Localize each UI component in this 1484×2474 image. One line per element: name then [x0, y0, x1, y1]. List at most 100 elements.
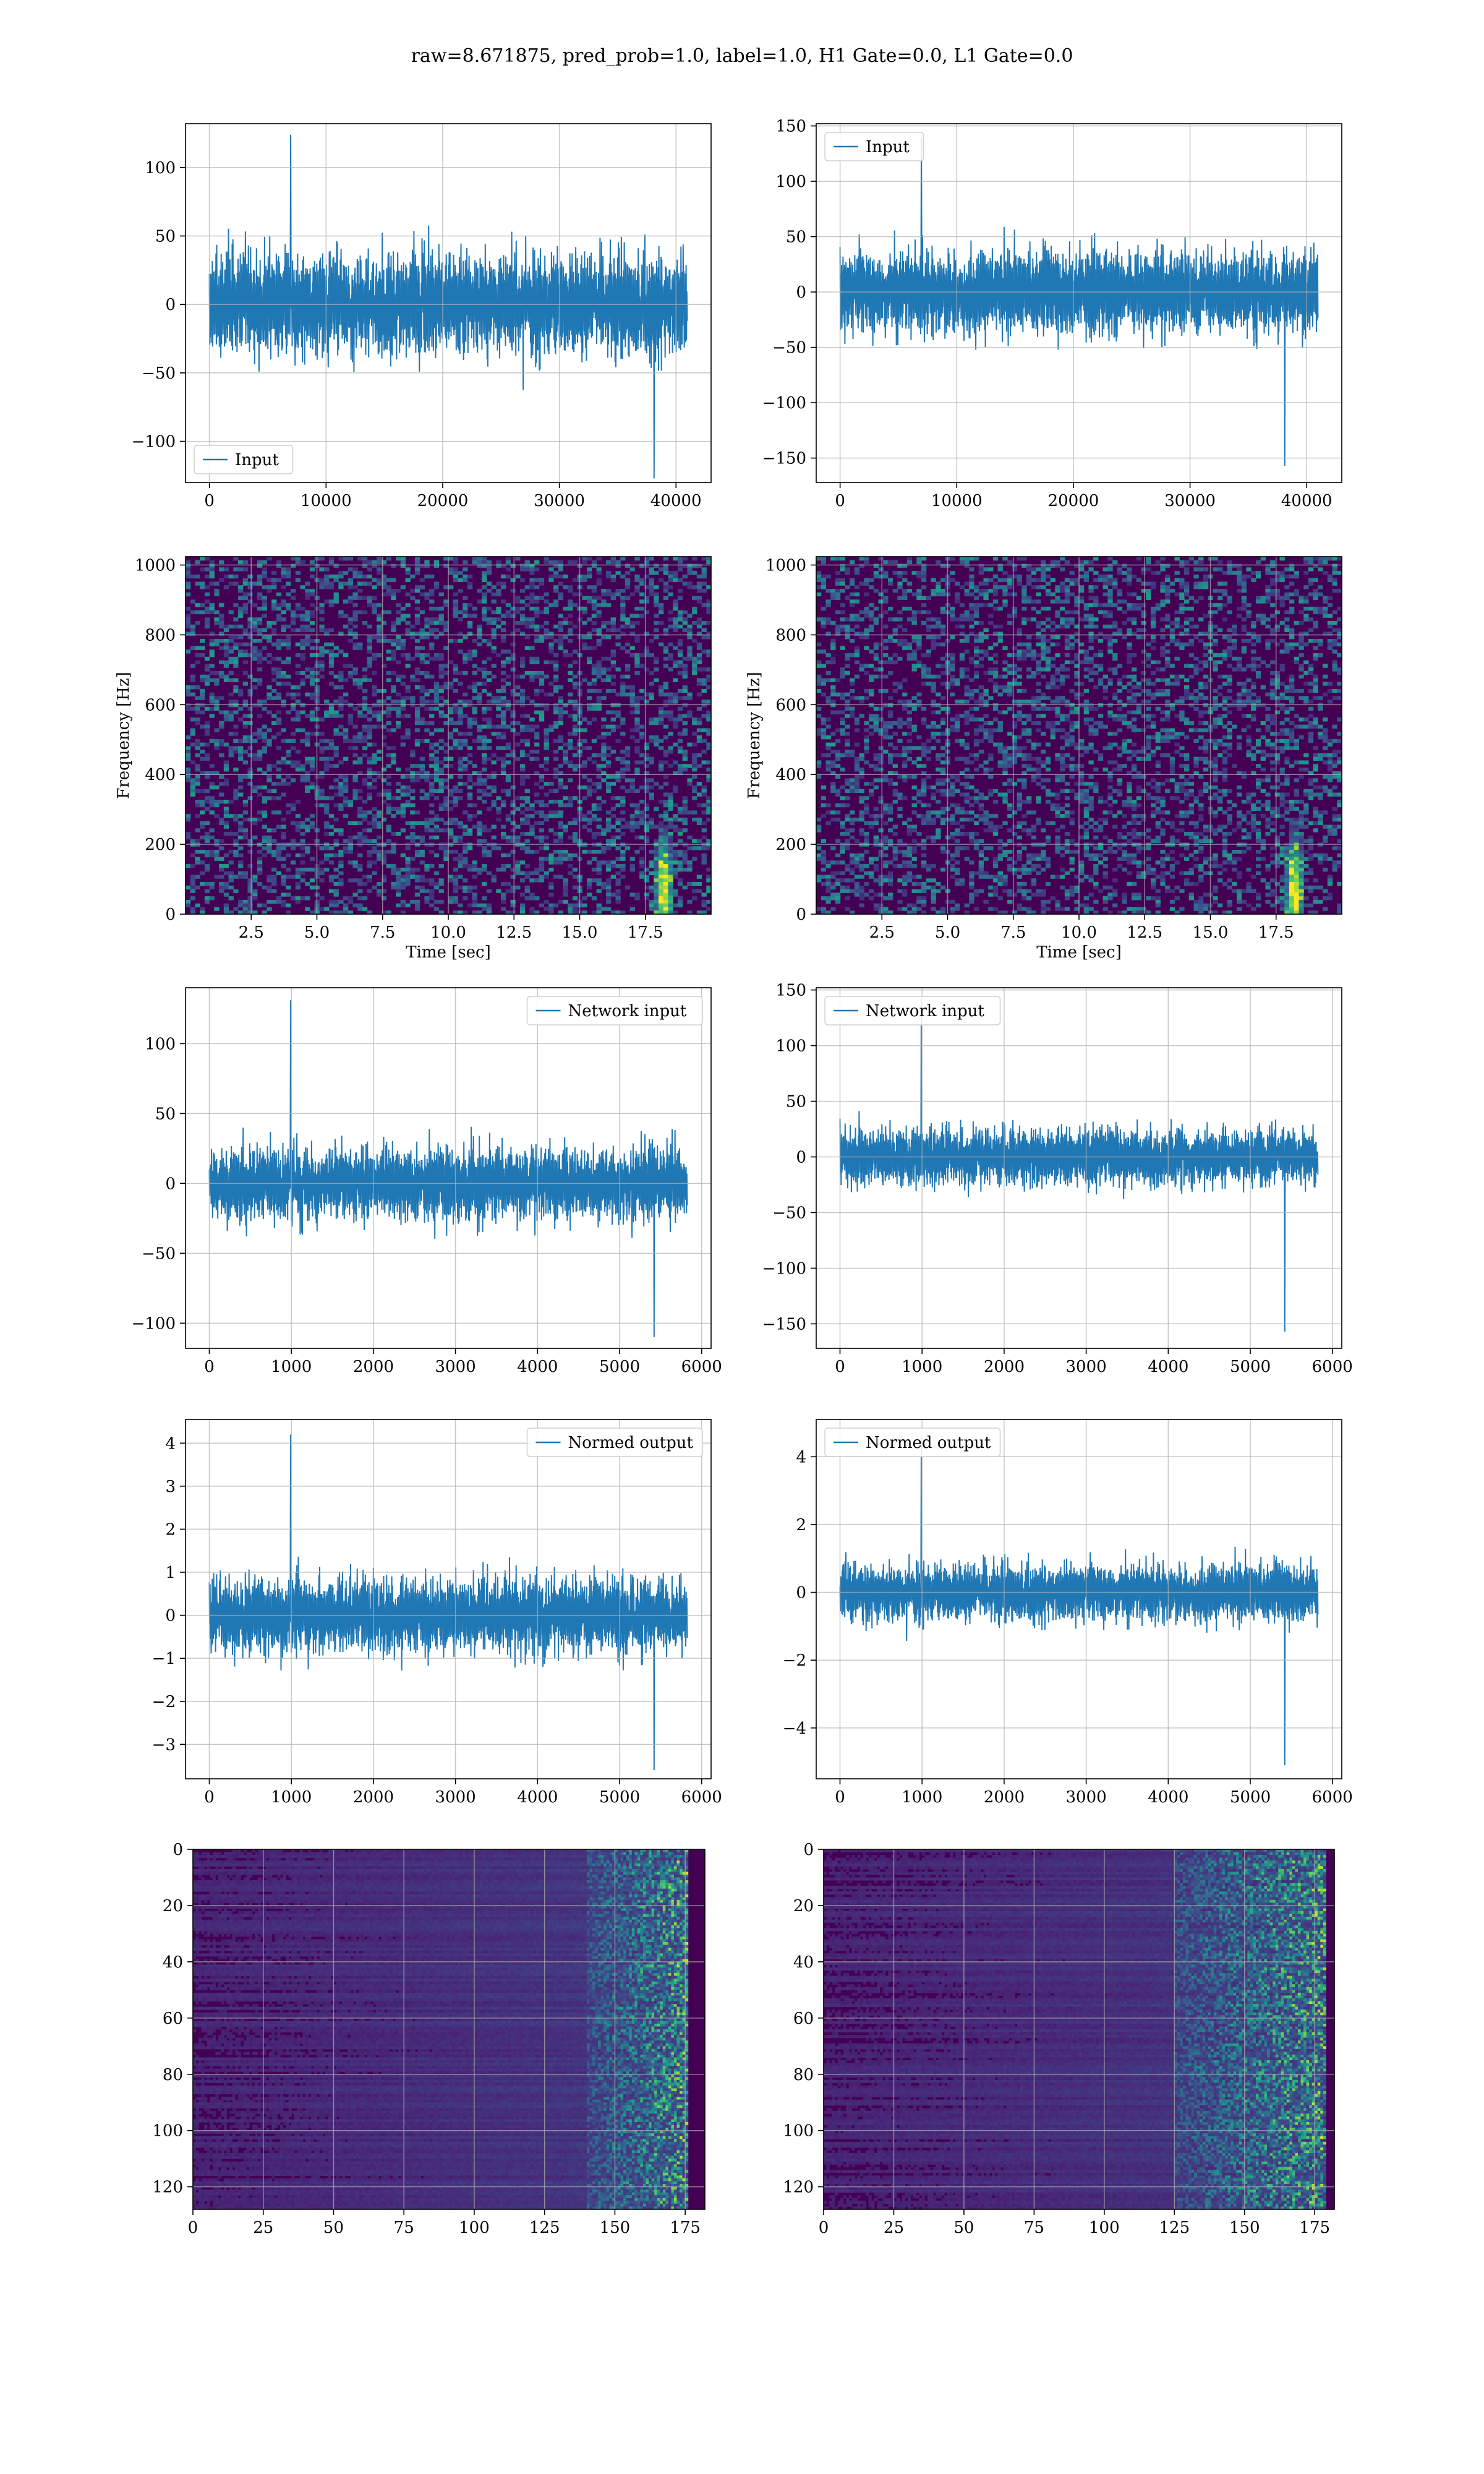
x-tick-label: 6000 [681, 1358, 722, 1376]
axes-frame [816, 1419, 1342, 1779]
y-tick-label: −3 [152, 1736, 176, 1754]
legend: Normed output [526, 1427, 703, 1457]
y-tick-label: 0 [796, 905, 806, 924]
x-tick-label: 10.0 [1061, 923, 1097, 942]
x-tick-label: 2000 [353, 1788, 394, 1807]
legend-label: Network input [568, 1002, 687, 1021]
x-tick-label: 100 [459, 2219, 490, 2237]
x-tick-label: 4000 [517, 1358, 558, 1376]
x-tick-label: 10000 [301, 492, 352, 510]
x-tick-label: 2.5 [239, 923, 264, 942]
x-tick-label: 6000 [681, 1788, 722, 1807]
legend-box [824, 996, 1001, 1025]
x-tick-label: 12.5 [1127, 923, 1162, 942]
x-tick-label: 3000 [435, 1358, 476, 1376]
x-axis-label: Time [sec] [1036, 943, 1122, 962]
x-tick-label: 3000 [435, 1788, 476, 1807]
y-tick-label: 1 [165, 1564, 176, 1582]
x-tick-label: 40000 [1281, 492, 1333, 510]
x-tick-label: 25 [253, 2219, 273, 2237]
y-tick-label: 50 [155, 228, 176, 246]
y-tick-label: 100 [152, 2122, 183, 2141]
chart-activation-h1: 0 25 50 75 100 125 150 175 0 20 40 60 80 100 120 [152, 1841, 706, 2237]
x-tick-label: 20000 [1048, 492, 1099, 510]
chart-network-input-l1: 0 1000 2000 3000 4000 5000 6000 −150 −100 −50 0 50 1… [762, 982, 1353, 1376]
y-tick-label: 100 [783, 2122, 814, 2141]
y-tick-label: 0 [796, 283, 806, 302]
x-axis-label: Time [sec] [406, 943, 491, 962]
y-tick-label: 4 [796, 1448, 806, 1466]
y-tick-label: 100 [145, 159, 176, 178]
x-tick-label: 0 [204, 1788, 215, 1807]
x-tick-label: 5000 [1230, 1358, 1271, 1376]
y-tick-label: 200 [775, 836, 806, 854]
x-tick-label: 15.0 [1193, 923, 1229, 942]
x-tick-label: 1000 [902, 1788, 942, 1807]
axes-frame [185, 987, 712, 1349]
grid [186, 1419, 711, 1779]
series-network-input-h1 [208, 1000, 688, 1337]
y-tick-label: 1000 [765, 557, 806, 575]
data-line [208, 1434, 688, 1771]
legend-label: Normed output [568, 1434, 694, 1452]
x-tick-label: 0 [204, 492, 215, 510]
x-tick-label: 75 [1024, 2219, 1044, 2237]
x-tick-label: 15.0 [562, 923, 598, 942]
y-tick-label: 40 [793, 1953, 814, 1972]
x-tick-label: 0 [819, 2219, 829, 2237]
y-tick-label: 600 [775, 696, 806, 714]
x-tick-label: 0 [204, 1358, 215, 1376]
y-tick-label: −2 [783, 1651, 806, 1670]
chart-spectrogram-h1: 2.5 5.0 7.5 10.0 12.5 15.0 17.5 0 200 400 600 800 10… [114, 556, 712, 962]
series-normed-output-h1 [208, 1434, 688, 1771]
axes-frame [185, 1419, 712, 1779]
x-tick-label: 1000 [271, 1358, 312, 1376]
x-tick-label: 4000 [1148, 1358, 1188, 1376]
x-tick-label: 3000 [1066, 1358, 1107, 1376]
legend-label: Input [866, 138, 910, 156]
y-tick-label: 0 [165, 1175, 176, 1193]
chart-network-input-h1: 0 1000 2000 3000 4000 5000 6000 −100 −50 0 50 100 Ne… [132, 987, 722, 1376]
grid [816, 557, 1342, 915]
y-tick-label: 400 [775, 766, 806, 784]
x-tick-label: 5000 [599, 1788, 640, 1807]
y-tick-label: 0 [165, 1607, 176, 1625]
x-tick-label: 4000 [1148, 1788, 1188, 1807]
y-tick-label: −1 [152, 1650, 176, 1668]
x-tick-label: 17.5 [1258, 923, 1294, 942]
y-tick-label: 2 [796, 1516, 806, 1534]
y-tick-label: 20 [163, 1897, 183, 1915]
y-tick-label: 0 [165, 296, 176, 314]
grid [816, 124, 1342, 482]
y-tick-label: −100 [132, 433, 176, 452]
x-tick-label: 17.5 [628, 923, 663, 942]
x-tick-label: 7.5 [370, 923, 395, 942]
axes-frame [816, 987, 1342, 1349]
x-tick-label: 6000 [1312, 1358, 1353, 1376]
y-tick-label: 60 [793, 2010, 814, 2028]
x-tick-label: 100 [1089, 2219, 1120, 2237]
figure-title: raw=8.671875, pred_prob=1.0, label=1.0, … [411, 45, 1073, 67]
y-tick-label: 150 [775, 118, 806, 136]
y-tick-label: −100 [762, 1259, 806, 1278]
grid [186, 124, 711, 482]
y-tick-label: 3 [165, 1478, 176, 1496]
x-tick-label: 20000 [417, 492, 469, 510]
x-tick-label: 10.0 [430, 923, 466, 942]
x-tick-label: 25 [884, 2219, 904, 2237]
y-axis-label: Frequency [Hz] [114, 672, 133, 799]
series-input-h1 [208, 134, 688, 479]
chart-activation-l1: 0 25 50 75 100 125 150 175 0 20 40 60 80 100 120 [783, 1841, 1335, 2237]
x-tick-label: 0 [835, 1788, 845, 1807]
data-line [839, 1436, 1319, 1766]
x-tick-label: 150 [1229, 2219, 1260, 2237]
y-tick-label: 200 [145, 836, 176, 854]
x-tick-label: 2.5 [869, 923, 895, 942]
y-tick-label: 400 [145, 766, 176, 784]
x-tick-label: 5000 [1230, 1788, 1271, 1807]
x-tick-label: 150 [600, 2219, 631, 2237]
x-tick-label: 125 [1159, 2219, 1190, 2237]
y-tick-label: 0 [803, 1841, 814, 1859]
legend-label: Network input [866, 1002, 984, 1021]
